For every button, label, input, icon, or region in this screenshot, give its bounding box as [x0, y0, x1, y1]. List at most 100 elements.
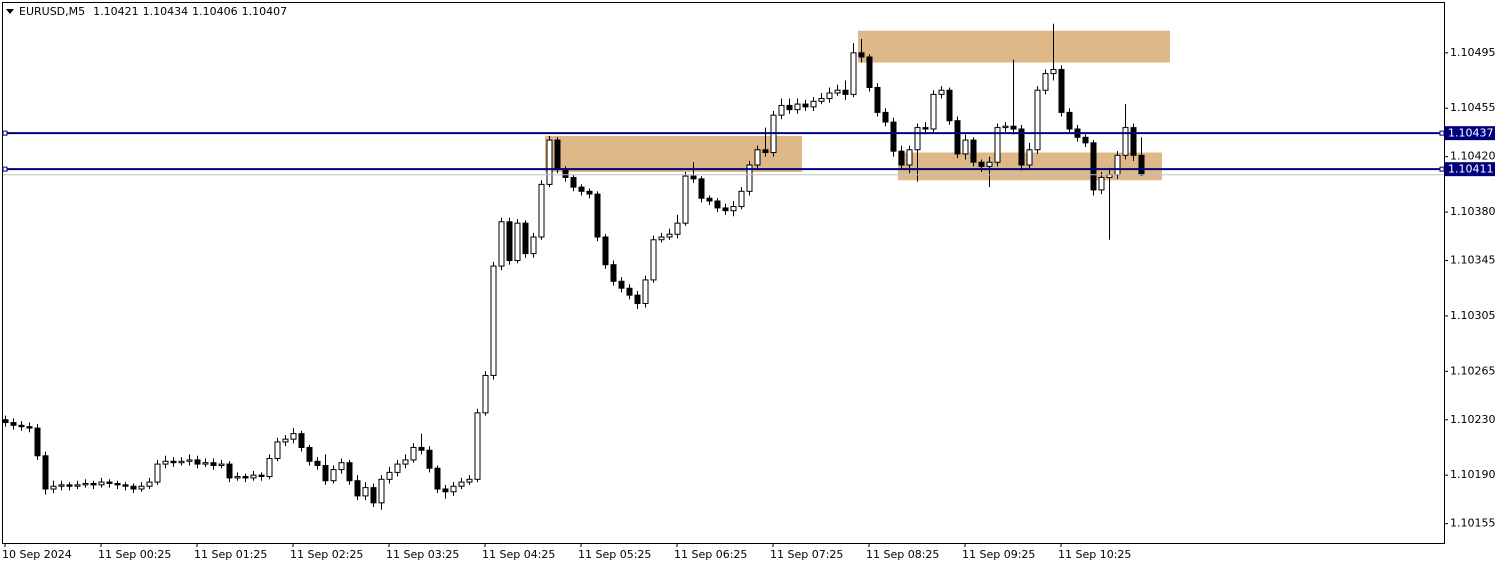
- candle-body: [986, 161, 993, 167]
- candle-body: [10, 422, 17, 426]
- candle-body: [1034, 89, 1041, 151]
- candle-body: [442, 488, 449, 493]
- candle-body: [866, 56, 873, 88]
- candle-body: [306, 446, 313, 462]
- candle-body: [738, 190, 745, 208]
- candle-body: [1050, 68, 1057, 75]
- candle-body: [202, 462, 209, 465]
- candle-body: [530, 236, 537, 255]
- candle-body: [818, 98, 825, 102]
- candle-body: [162, 460, 169, 465]
- candle-body: [82, 482, 89, 486]
- candle-body: [850, 52, 857, 95]
- candle-body: [810, 100, 817, 108]
- candle-body: [154, 463, 161, 483]
- candle-body: [994, 127, 1001, 163]
- candle-body: [266, 458, 273, 478]
- candle-body: [842, 89, 849, 95]
- candle-body: [58, 484, 65, 487]
- candle-body: [50, 485, 57, 490]
- candle-body: [394, 463, 401, 473]
- candle-body: [802, 103, 809, 108]
- x-tick-label: 11 Sep 02:25: [290, 548, 363, 561]
- candle-body: [1090, 142, 1097, 191]
- candle-body: [786, 104, 793, 111]
- candle-body: [538, 183, 545, 238]
- candle-body: [626, 287, 633, 296]
- candle-body: [298, 433, 305, 448]
- y-tick-label: 1.10265: [1450, 364, 1496, 377]
- zone: [545, 135, 802, 172]
- candle-body: [1026, 149, 1033, 166]
- candle-body: [290, 433, 297, 440]
- candle-body: [874, 86, 881, 113]
- price-line-handle: [2, 166, 8, 172]
- candle-body: [970, 139, 977, 163]
- candle-body: [90, 482, 97, 486]
- candle-body: [138, 485, 145, 490]
- candle-body: [978, 161, 985, 167]
- candle-body: [274, 441, 281, 460]
- candle-body: [1010, 125, 1017, 130]
- y-tick-label: 1.10380: [1450, 205, 1496, 218]
- candle-body: [882, 111, 889, 123]
- price-label: 1.10437: [1448, 127, 1494, 140]
- candle-body: [258, 474, 265, 478]
- candle-body: [106, 481, 113, 484]
- y-tick-label: 1.10345: [1450, 254, 1496, 267]
- candle-body: [210, 462, 217, 466]
- price-line-handle: [1439, 166, 1445, 172]
- symbol: EURUSD,M5: [19, 5, 85, 18]
- candle-body: [1098, 176, 1105, 191]
- candle-body: [402, 459, 409, 465]
- candle-body: [482, 374, 489, 414]
- candle-body: [642, 279, 649, 304]
- candle-body: [66, 484, 73, 487]
- candle-body: [98, 481, 105, 486]
- y-tick-label: 1.10420: [1450, 150, 1496, 163]
- x-tick-label: 11 Sep 03:25: [386, 548, 459, 561]
- zone: [858, 30, 1170, 63]
- candle-body: [634, 294, 641, 304]
- x-tick-label: 11 Sep 05:25: [578, 548, 651, 561]
- candle-body: [130, 485, 137, 490]
- candle-body: [234, 476, 241, 479]
- candle-body: [1082, 136, 1089, 144]
- candle-body: [458, 481, 465, 487]
- candle-body: [930, 93, 937, 130]
- candle-body: [714, 200, 721, 209]
- candle-body: [250, 474, 257, 479]
- candle-body: [954, 120, 961, 155]
- x-tick-label: 11 Sep 01:25: [194, 548, 267, 561]
- y-tick-label: 1.10155: [1450, 517, 1496, 530]
- candle-body: [650, 239, 657, 281]
- y-tick-label: 1.10455: [1450, 101, 1496, 114]
- candle-body: [690, 175, 697, 180]
- candle-body: [922, 127, 929, 130]
- price-label-box: [1445, 162, 1495, 177]
- candle-body: [1042, 73, 1049, 91]
- candle-body: [890, 121, 897, 152]
- candle-body: [354, 480, 361, 497]
- candle-body: [450, 485, 457, 493]
- candle-body: [794, 103, 801, 111]
- candle-body: [18, 424, 25, 428]
- y-tick-label: 1.10305: [1450, 309, 1496, 322]
- candle-body: [570, 176, 577, 188]
- candle-body: [586, 190, 593, 195]
- candle-body: [1018, 128, 1025, 166]
- candle-body: [898, 150, 905, 166]
- candle-body: [1058, 68, 1065, 113]
- x-tick-label: 11 Sep 04:25: [482, 548, 555, 561]
- candle-body: [146, 481, 153, 487]
- candle-body: [858, 52, 865, 58]
- candle-body: [698, 178, 705, 199]
- candle-body: [346, 462, 353, 482]
- candle-body: [218, 463, 225, 466]
- candle-body: [946, 89, 953, 122]
- candle-body: [618, 280, 625, 289]
- menu-triangle: [6, 9, 14, 14]
- price-label: 1.10411: [1448, 163, 1494, 176]
- candle-body: [282, 438, 289, 443]
- x-tick-label: 10 Sep 2024: [2, 548, 72, 561]
